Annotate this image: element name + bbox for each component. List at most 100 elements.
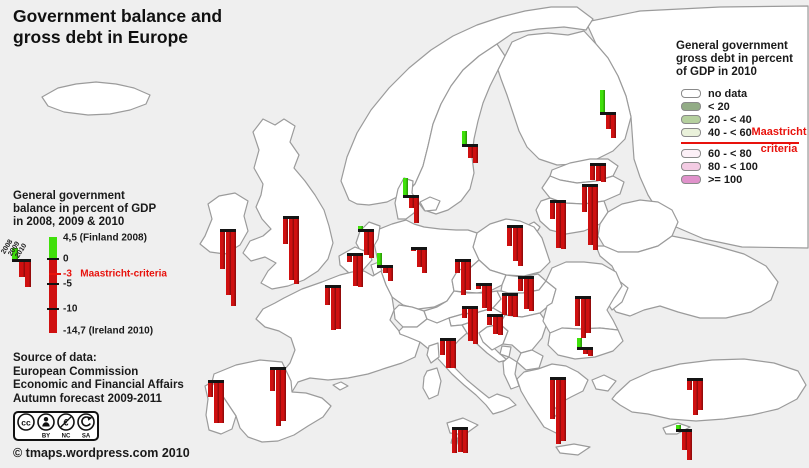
- zero-line-portugal: [208, 380, 225, 383]
- scale-label-max: 4,5 (Finland 2008): [63, 232, 147, 244]
- bar-france-2008: [325, 288, 330, 305]
- legend-swatch: [681, 149, 701, 158]
- scale-tick-0: [47, 258, 59, 260]
- maastricht-criteria-label: Maastricht criteria: [750, 124, 808, 158]
- zero-line-united-kingdom: [283, 216, 300, 219]
- bar-netherlands-2008: [358, 225, 363, 229]
- bar-luxembourg-2009: [382, 268, 388, 273]
- nc-label: NC: [62, 434, 71, 440]
- country-france: [255, 270, 421, 395]
- balance-legend-title: General government balance in percent of…: [13, 190, 193, 229]
- legend-label: >= 100: [708, 173, 743, 186]
- bar-malta-2010: [463, 430, 469, 453]
- bar-germany-2008: [411, 250, 416, 251]
- country-serbia: [499, 312, 548, 354]
- bar-czech-republic-2009: [460, 262, 466, 295]
- legend-label: 80 - < 100: [708, 160, 758, 173]
- zero-line-slovakia: [518, 276, 535, 279]
- zero-line-czech-republic: [455, 259, 472, 262]
- bar-slovenia-2010: [473, 309, 479, 344]
- legend-swatch: [681, 89, 701, 98]
- bar-spain-2010: [281, 370, 287, 421]
- scale-label-minus10: -10: [63, 303, 78, 315]
- legend-item: >= 100: [681, 173, 808, 186]
- source-line1: Source of data:: [13, 352, 97, 364]
- debt-legend-items: no data < 20 20 - < 40 40 - < 60 60 - < 80 80…: [676, 87, 808, 186]
- zero-line-hungary: [502, 293, 519, 296]
- bar-estonia-2008: [590, 166, 595, 180]
- zero-line-denmark: [403, 195, 420, 198]
- bar-italy-2008: [440, 341, 445, 355]
- country-bulgaria: [547, 327, 624, 360]
- bar-slovenia-2009: [467, 309, 473, 341]
- balance-legend-title-line2: balance in percent of GDP: [13, 203, 157, 215]
- bar-malta-2009: [457, 430, 463, 452]
- bar-italy-2010: [451, 341, 457, 368]
- bar-turkey-2009: [692, 381, 698, 415]
- bar-latvia-2008: [582, 187, 587, 212]
- debt-legend-title-line2: gross debt in percent: [676, 53, 793, 65]
- bar-united-kingdom-2009: [288, 219, 294, 280]
- country-corsica: [426, 342, 440, 364]
- legend-label: 40 - < 60: [708, 126, 752, 139]
- bar-romania-2009: [580, 299, 586, 338]
- bar-france-2010: [336, 288, 342, 329]
- bar-croatia-2008: [487, 317, 492, 325]
- zero-line-italy: [440, 338, 457, 341]
- balance-legend-title-line3: in 2008, 2009 & 2010: [13, 216, 125, 228]
- bar-slovakia-2010: [529, 279, 535, 311]
- bar-portugal-2009: [213, 383, 219, 423]
- sa-icon: [77, 413, 95, 431]
- source-block: Source of data: European Commission Econ…: [13, 352, 184, 406]
- country-balearics: [332, 381, 349, 391]
- bar-luxembourg-2008: [377, 253, 382, 265]
- legend-item: < 20: [681, 100, 808, 113]
- scale-tick-minus10: [47, 308, 59, 310]
- bar-sweden-2009: [467, 147, 473, 158]
- bar-sweden-2010: [473, 147, 479, 163]
- bar-denmark-2009: [408, 198, 414, 208]
- scale-label-zero: 0: [63, 253, 69, 265]
- zero-line-sweden: [462, 144, 479, 147]
- minus3-value: -3: [63, 268, 72, 280]
- scale-tick-minus5: [47, 283, 59, 285]
- bar-poland-2010: [518, 228, 524, 266]
- bar-belgium-2009: [352, 256, 358, 286]
- bar-greece-2010: [561, 380, 567, 441]
- bar-netherlands-2009: [363, 232, 369, 255]
- legend-item: 60 - < 80: [681, 147, 808, 160]
- maastricht-word2: criteria: [760, 143, 798, 155]
- zero-line-spain: [270, 367, 287, 370]
- bar-estonia-2009: [595, 166, 601, 181]
- country-italy: [398, 317, 517, 415]
- zero-line-ireland: [220, 229, 237, 232]
- bar-finland-2008: [600, 89, 605, 112]
- scale-tick-minus3: [49, 273, 61, 275]
- bar-malta-2008: [452, 430, 457, 453]
- bar-hungary-2010: [513, 296, 519, 317]
- bar-slovakia-2009: [523, 279, 529, 309]
- bar-finland-2009: [605, 115, 611, 129]
- zero-line-estonia: [590, 163, 607, 166]
- bar-finland-2010: [611, 115, 617, 138]
- scale-negative-segment: [49, 259, 57, 333]
- source-line3: Economic and Financial Affairs: [13, 379, 184, 391]
- zero-line-greece: [550, 377, 567, 380]
- legend-item: 40 - < 60: [681, 126, 808, 139]
- bar-czech-republic-2010: [466, 262, 472, 290]
- bar-united-kingdom-2010: [294, 219, 300, 284]
- zero-line-germany: [411, 247, 428, 250]
- country-albania: [502, 356, 520, 390]
- bar-czech-republic-2008: [455, 262, 460, 273]
- bar-legend-demo-2009: [18, 262, 25, 277]
- bar-ireland-2009: [225, 232, 231, 295]
- cc-license-badge: cc € BY NC SA: [13, 411, 99, 446]
- bar-portugal-2010: [219, 383, 225, 423]
- country-finland: [497, 30, 632, 166]
- zero-line-cyprus: [676, 429, 693, 432]
- zero-line-latvia: [582, 184, 599, 187]
- legend-swatch: [681, 102, 701, 111]
- zero-line-croatia: [487, 314, 504, 317]
